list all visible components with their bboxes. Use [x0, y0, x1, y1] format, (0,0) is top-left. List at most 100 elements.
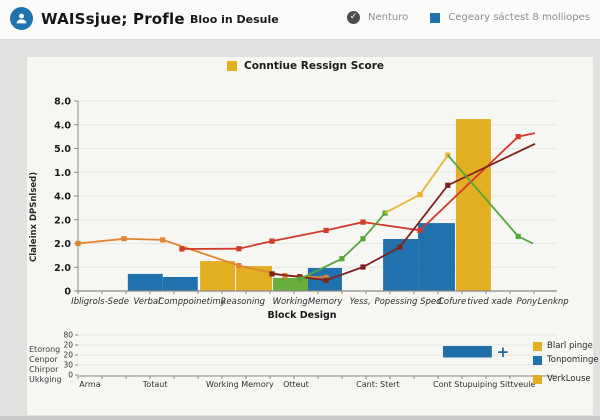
mini-y-tick-label: 20 [63, 341, 73, 350]
x-tick-label: Working [273, 297, 309, 307]
green-rise-series-marker [297, 276, 303, 282]
page-title: WAISsjue; Profle [41, 9, 185, 28]
red-series-marker [417, 227, 423, 234]
y-tick-label: 8.0 [54, 97, 71, 108]
report-subtitle: Bloo in Desule [190, 13, 279, 26]
x-tick-label: tived [467, 297, 489, 307]
x-tick-label: Reasoning [221, 297, 266, 307]
check-circle-icon: ✓ [346, 11, 360, 24]
legend-label: VerkLouse [547, 374, 591, 384]
y-tick-label: 1.0 [54, 168, 71, 179]
y-tick-label: 2.0 [54, 239, 71, 250]
maroon-series-marker [323, 277, 329, 283]
y-tick-label: 2.0 [54, 215, 71, 226]
legend-swatch-yellow [227, 61, 237, 71]
mini-x-tick-label: Cont Stupuiping Sittveule [433, 380, 535, 389]
mini-x-tick-label: Otteut [283, 380, 309, 389]
legend-item: Tonpominge [533, 355, 599, 365]
note-line: Chirpor [29, 365, 59, 374]
red-series [181, 132, 536, 250]
person-badge-icon [10, 7, 33, 30]
legend-item: Blarl pinge [533, 341, 599, 351]
status-label[interactable]: Nenturo [367, 12, 409, 23]
x-tick-label: Yess, [350, 297, 371, 307]
plus-button[interactable]: + [497, 343, 510, 361]
y-tick-label: 2.0 [54, 263, 71, 274]
bar [162, 276, 198, 291]
app-brand: WAISsjue; Profle [10, 7, 185, 30]
legend-label: Blarl pinge [547, 341, 593, 351]
orange-series-marker [75, 240, 81, 247]
legend-swatch-yellow [533, 341, 542, 351]
red-series-marker [360, 219, 366, 225]
y-tick-label: 4.0 [54, 120, 71, 131]
yellow-series-marker [445, 152, 451, 158]
yellow-series [384, 154, 449, 214]
y-tick-label: 5.0 [54, 144, 71, 155]
red-series-marker [515, 134, 521, 140]
maroon-series-marker [360, 264, 366, 270]
x-tick-label: Ibligrols-Sede [71, 297, 129, 307]
mini-x-tick-label: Stert [380, 380, 400, 389]
bar [418, 223, 455, 291]
main-chart-legend: Conntiue Ressign Score [227, 60, 384, 72]
mini-y-tick-label: 80 [63, 331, 73, 340]
mini-chart-legend: Blarl pinge Tonpominge VerkLouse [533, 341, 599, 388]
orange-series-marker [160, 237, 166, 243]
y-axis-title: Claleinx DPSnlsed) [29, 171, 39, 263]
category-square-icon [430, 12, 441, 23]
y-tick-label: 4.0 [54, 192, 71, 203]
red-series-marker [179, 246, 185, 252]
charts-canvas: 8.0 4.0 5.0 1.0 4.0 2.0 2.0 2.0 0 Ibligrols-Sede V… [54, 97, 569, 390]
green-rise-series [299, 212, 386, 280]
green-rise-series-marker [360, 236, 366, 242]
orange-series-marker [121, 236, 127, 242]
bar [272, 277, 308, 291]
mini-x-tick-label: Totaut [142, 380, 168, 389]
red-series-marker [323, 227, 329, 234]
note-line: Etorong [29, 345, 61, 354]
maroon-series-marker [397, 244, 403, 250]
header-actions: ✓ Nenturo Cegeary sáctest 8 molliopes [346, 11, 590, 24]
red-series-marker [269, 238, 275, 244]
mini-y-tick-label: 0 [68, 371, 73, 380]
x-tick-label: Cofure [438, 297, 466, 307]
mini-x-tick-label: Cant: [356, 380, 377, 389]
mini-x-tick-label: Working Memory [206, 380, 274, 389]
report-card: Conntiue Ressign Score Claleinx DPSnlsed… [27, 57, 599, 415]
orange-series-marker [236, 262, 242, 269]
category-label[interactable]: Cegeary sáctest 8 molliopes [448, 12, 590, 23]
legend-swatch-yellow [533, 374, 542, 384]
maroon-series-marker [445, 182, 451, 188]
bar [455, 119, 491, 291]
bar [127, 273, 163, 291]
mini-bar [442, 346, 492, 358]
orange-series-marker [323, 274, 329, 281]
yellow-series-marker [417, 191, 423, 198]
green-rise-series-marker [339, 256, 345, 262]
legend-label: Tonpominge [547, 355, 599, 365]
legend-item: VerkLouse [533, 374, 599, 384]
mini-chart-notes: Etorong Cenpor Chirpor Ukkging [29, 345, 62, 385]
x-tick-label: xade [490, 297, 512, 307]
mini-x-tick-label: Arma [79, 380, 100, 389]
note-line: Ukkging [29, 375, 62, 384]
legend-swatch-blue [533, 355, 542, 365]
bar [200, 261, 236, 291]
note-line: Cenpor [29, 355, 58, 364]
x-tick-label: Popessing Sped [374, 297, 442, 307]
red-series-marker [236, 246, 242, 252]
app-header: WAISsjue; Profle Bloo in Desule ✓ Nentur… [0, 0, 600, 40]
bottom-divider [0, 416, 600, 420]
x-tick-label: Pony [516, 297, 538, 307]
x-tick-label: Memory [308, 297, 344, 307]
mini-y-tick-label: 20 [63, 351, 73, 360]
x-tick-label: Lenknp [538, 297, 569, 307]
x-axis-title: Block Design [267, 310, 337, 321]
green-fall-series-marker [515, 233, 521, 239]
x-tick-label: Verbal [133, 297, 161, 307]
mini-y-tick-label: 30 [63, 361, 73, 370]
x-tick-label: Comppoinetimy [158, 297, 226, 307]
maroon-series-marker [269, 271, 275, 277]
legend-label: Conntiue Ressign Score [244, 60, 384, 72]
